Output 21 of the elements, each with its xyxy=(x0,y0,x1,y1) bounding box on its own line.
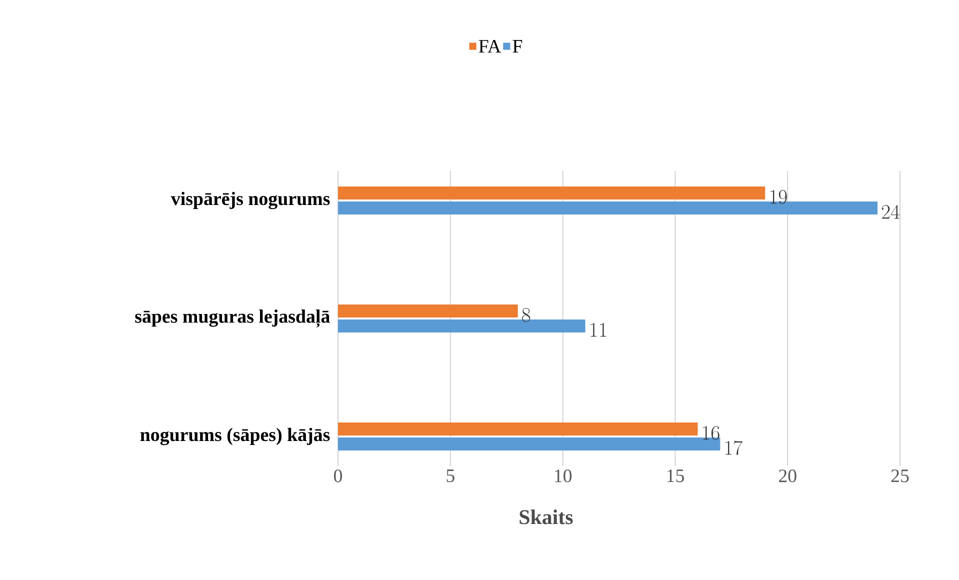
bar xyxy=(338,422,698,436)
x-tick-label: 0 xyxy=(334,470,342,482)
x-tick-label: 25 xyxy=(891,470,909,482)
x-tick-label: 10 xyxy=(554,470,572,482)
x-axis-title: Skaits xyxy=(520,510,573,524)
y-tick-label: nogurums (sāpes) kājās xyxy=(140,428,330,446)
data-label: 16 xyxy=(703,426,720,440)
x-tick-label: 15 xyxy=(667,470,684,482)
x-tick-label: 20 xyxy=(778,470,796,482)
data-label: 24 xyxy=(882,204,900,219)
data-label: 19 xyxy=(770,190,787,204)
data-label: 11 xyxy=(590,323,606,337)
data-label: 17 xyxy=(725,440,742,455)
y-tick-label: sāpes muguras lejasdaļā xyxy=(135,310,330,328)
bar xyxy=(338,186,766,200)
bar xyxy=(338,304,518,318)
y-tick-label: vispārējs nogurums xyxy=(170,192,330,210)
data-label: 8 xyxy=(522,308,530,322)
legend-label: F xyxy=(512,40,522,52)
legend-label: FA xyxy=(478,40,502,52)
x-tick-label: 5 xyxy=(446,470,454,482)
